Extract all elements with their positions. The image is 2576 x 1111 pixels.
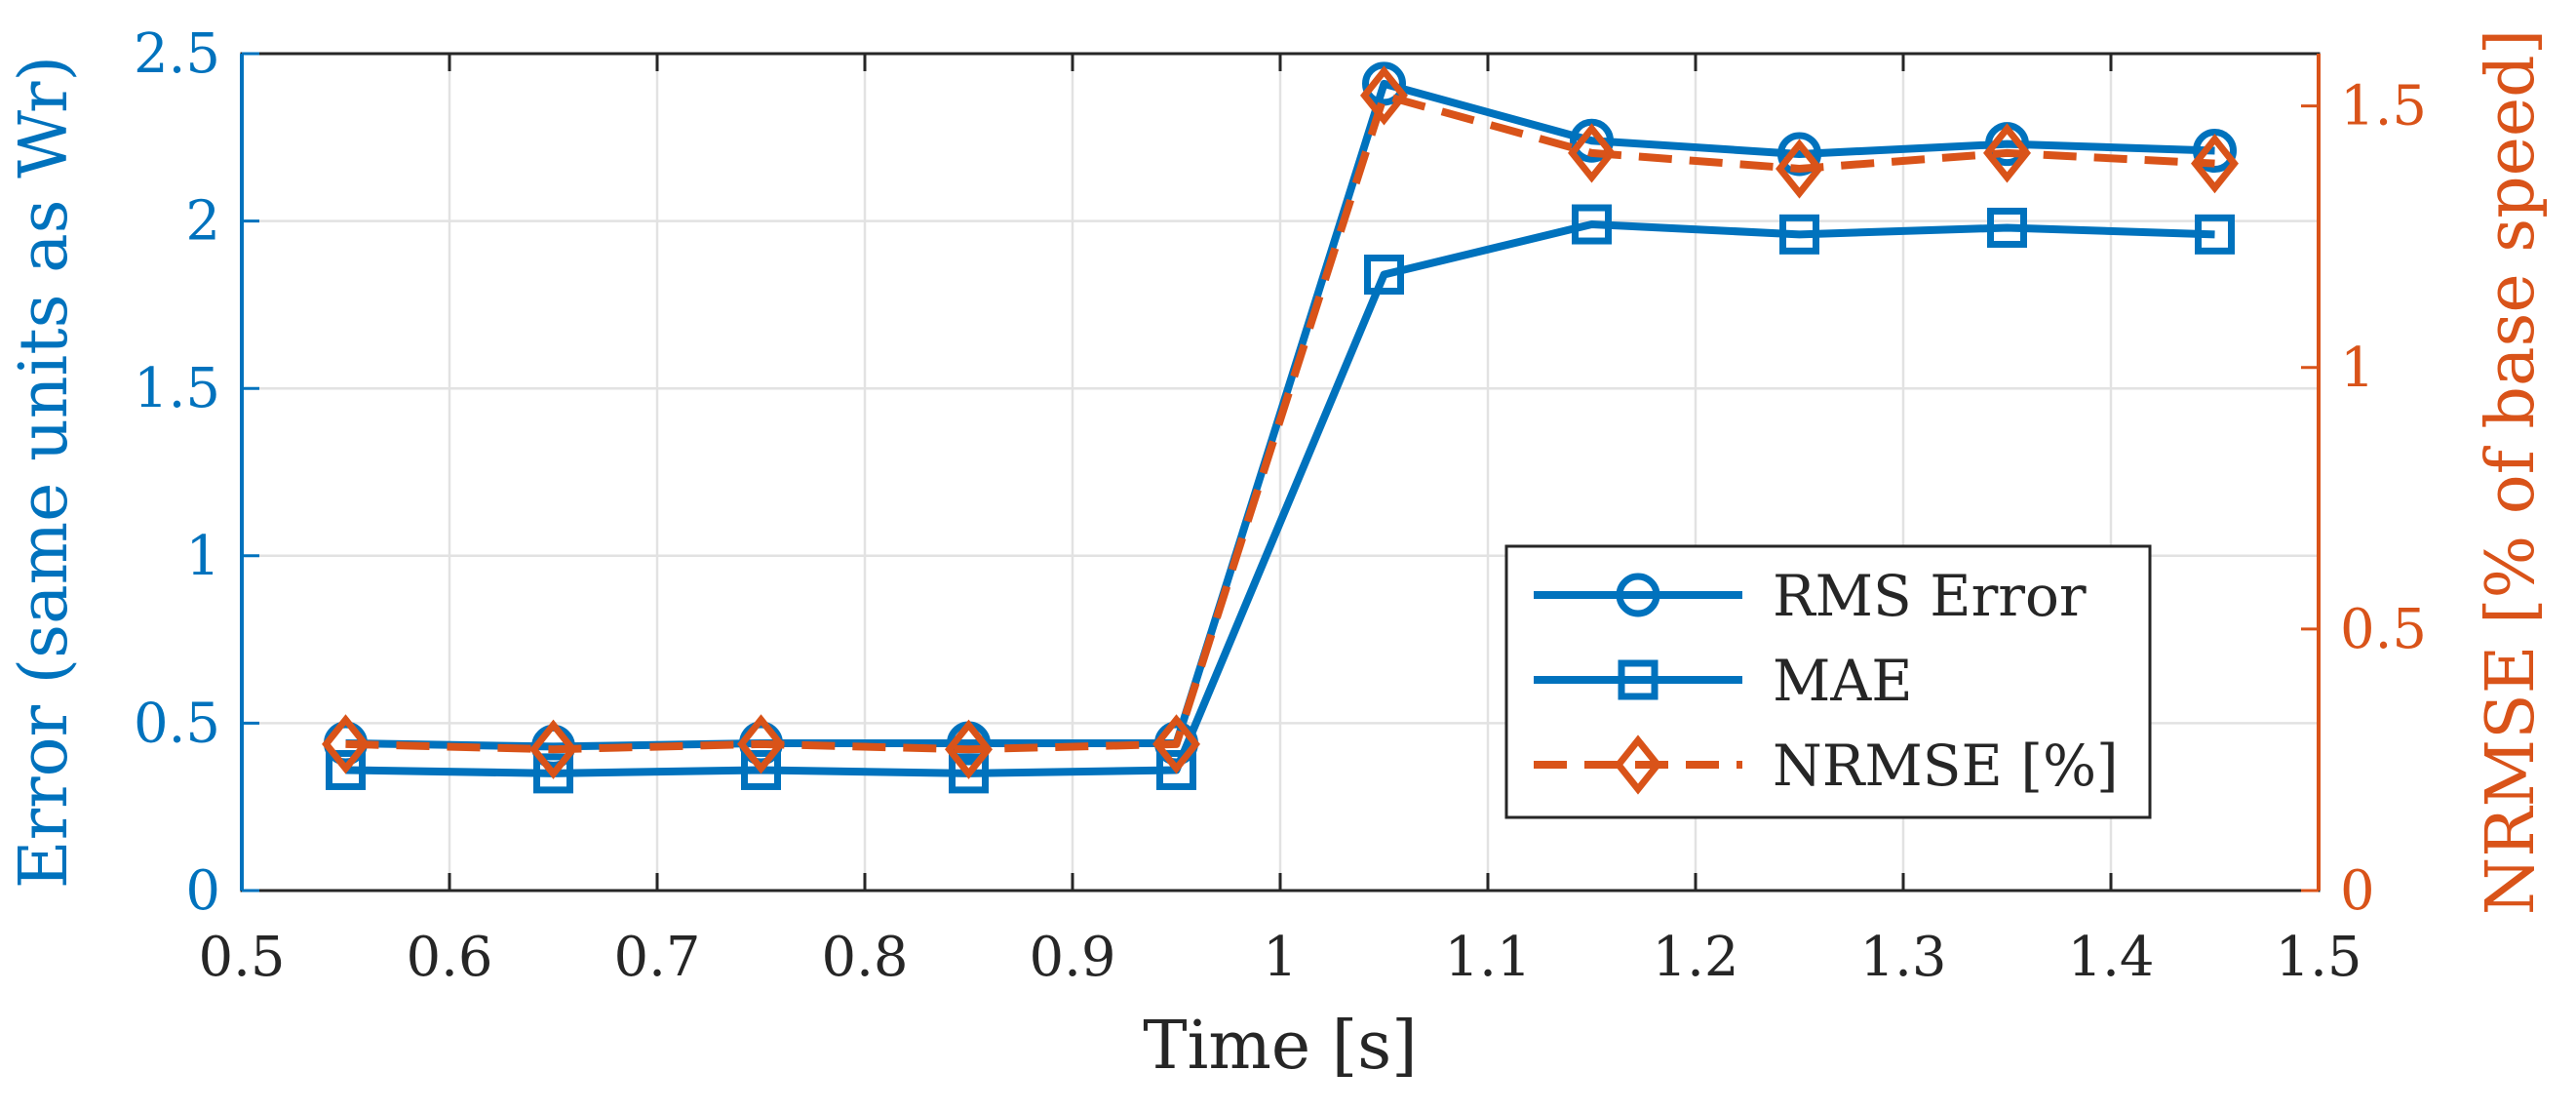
data-point-diamond bbox=[945, 719, 993, 779]
x-tick-label: 0.8 bbox=[821, 926, 908, 989]
data-point-diamond bbox=[2191, 134, 2239, 194]
legend-marker-diamond bbox=[1614, 734, 1662, 795]
y-left-tick-label: 1.5 bbox=[134, 357, 220, 420]
data-point-square bbox=[1572, 204, 1612, 245]
x-tick-label: 1.1 bbox=[1444, 926, 1531, 989]
data-point-square bbox=[1987, 207, 2027, 248]
x-tick-label: 0.5 bbox=[198, 926, 285, 989]
x-tick-label: 1.3 bbox=[1859, 926, 1946, 989]
series bbox=[322, 61, 2239, 794]
data-point-square bbox=[326, 749, 366, 790]
data-point-diamond bbox=[322, 714, 370, 774]
legend-marker-circle bbox=[1616, 573, 1660, 617]
data-point-diamond bbox=[1983, 123, 2031, 183]
ticks: 0.5 0.6 0.7 0.8 0.9 1 1.1 1.2 1.3 1.4 1.500.511.52… bbox=[134, 22, 2427, 989]
y-right-tick-label: 1.5 bbox=[2340, 75, 2427, 139]
data-point-circle bbox=[1362, 61, 1406, 106]
data-point-square bbox=[533, 753, 573, 794]
y-axis-left-label: Error (same units as Wr) bbox=[6, 56, 83, 889]
legend-entry: NRMSE [%] bbox=[1534, 733, 2119, 799]
data-point-diamond bbox=[737, 714, 785, 774]
legend-label: RMS Error bbox=[1773, 563, 2087, 629]
x-tick-label: 0.7 bbox=[613, 926, 700, 989]
data-point-diamond bbox=[529, 719, 577, 779]
data-point-diamond bbox=[1152, 714, 1200, 774]
data-point-diamond bbox=[1568, 123, 1616, 183]
legend-label: NRMSE [%] bbox=[1773, 733, 2119, 799]
legend-entry: MAE bbox=[1534, 648, 1913, 714]
data-point-square bbox=[949, 753, 989, 794]
y-right-tick-label: 0 bbox=[2340, 859, 2375, 923]
y-left-tick-label: 2.5 bbox=[134, 22, 220, 86]
series-line bbox=[345, 220, 2215, 777]
y-left-tick-label: 0 bbox=[185, 859, 220, 923]
y-left-tick-label: 0.5 bbox=[134, 692, 220, 755]
series-nrmse bbox=[322, 65, 2239, 779]
data-point-circle bbox=[1570, 118, 1614, 163]
data-point-diamond bbox=[1360, 65, 1408, 126]
x-tick-label: 1.5 bbox=[2275, 926, 2361, 989]
data-point-diamond bbox=[1776, 139, 1823, 199]
x-tick-label: 1 bbox=[1263, 926, 1298, 989]
x-tick-label: 0.9 bbox=[1029, 926, 1115, 989]
x-tick-label: 0.6 bbox=[406, 926, 492, 989]
legend-label: MAE bbox=[1773, 648, 1913, 714]
y-right-tick-label: 0.5 bbox=[2340, 598, 2427, 661]
data-point-square bbox=[1779, 214, 1819, 255]
legend-entry: RMS Error bbox=[1534, 563, 2087, 629]
data-point-square bbox=[741, 749, 781, 790]
data-point-circle bbox=[2193, 129, 2237, 174]
x-axis-label: Time [s] bbox=[1143, 1008, 1417, 1085]
series-mae bbox=[326, 204, 2235, 794]
data-point-square bbox=[1364, 255, 1404, 296]
x-tick-label: 1.2 bbox=[1652, 926, 1738, 989]
series-line bbox=[345, 91, 2215, 754]
x-tick-label: 1.4 bbox=[2067, 926, 2154, 989]
data-point-square bbox=[2195, 214, 2235, 255]
legend: RMS Error MAE NRMSE [%] bbox=[1504, 544, 2152, 819]
y-left-tick-label: 2 bbox=[185, 190, 220, 254]
y-right-tick-label: 1 bbox=[2340, 337, 2375, 400]
data-point-square bbox=[1156, 749, 1196, 790]
y-axis-right-label: NRMSE [% of base speed] bbox=[2473, 29, 2550, 915]
y-left-tick-label: 1 bbox=[185, 525, 220, 588]
legend-marker-square bbox=[1618, 659, 1659, 700]
